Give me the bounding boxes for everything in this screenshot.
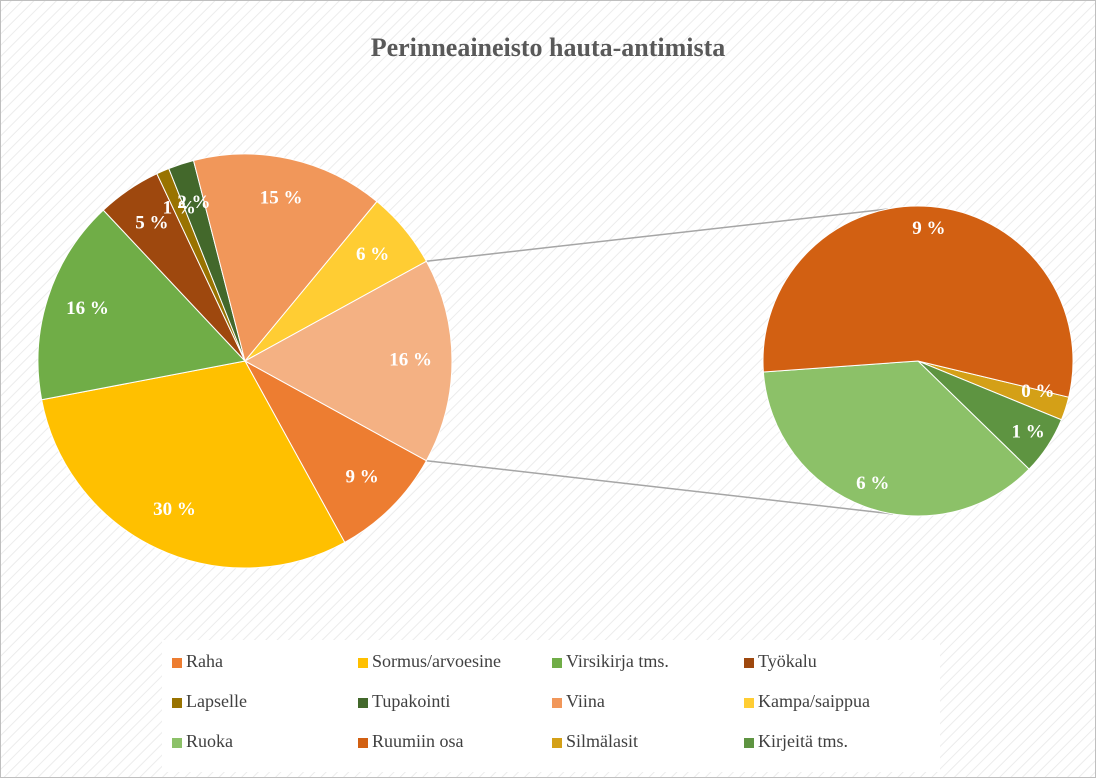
pie-slice [192, 153, 378, 363]
data-label: 1 % [1012, 422, 1045, 443]
legend-label: Työkalu [758, 651, 817, 671]
data-label: 9 % [345, 466, 378, 487]
legend-label: Silmälasit [566, 731, 638, 751]
data-label: 0 % [1021, 381, 1054, 402]
legend-swatch [358, 698, 368, 708]
legend-swatch [358, 658, 368, 668]
legend-label: Lapselle [186, 691, 247, 711]
data-label: 16 % [66, 298, 109, 319]
legend-label: Virsikirja tms. [566, 651, 669, 671]
chart-title: Perinneaineisto hauta-antimista [371, 33, 726, 62]
data-label: 6 % [356, 244, 389, 265]
legend-swatch [744, 698, 754, 708]
connector-line [426, 208, 889, 263]
data-label: 15 % [260, 188, 303, 209]
pie-slice [41, 360, 346, 569]
legend-label: Tupakointi [372, 691, 450, 711]
legend-label: Kirjeitä tms. [758, 731, 848, 751]
data-label: 1 % [163, 197, 196, 218]
legend-label: Kampa/saippua [758, 691, 870, 711]
legend-label: Raha [186, 651, 223, 671]
data-label: 6 % [856, 473, 889, 494]
data-label: 9 % [912, 218, 945, 239]
pie-slice [762, 360, 1030, 517]
legend-box [162, 640, 940, 772]
data-label: 5 % [135, 212, 168, 233]
data-label: 30 % [153, 499, 196, 520]
pie-slice [762, 205, 1074, 398]
legend-label: Viina [566, 691, 605, 711]
legend-swatch [358, 738, 368, 748]
legend-label: Ruoka [186, 731, 233, 751]
legend-swatch [744, 738, 754, 748]
legend-label: Sormus/arvoesine [372, 651, 501, 671]
legend-swatch [552, 658, 562, 668]
legend-swatch [552, 698, 562, 708]
legend-label: Ruumiin osa [372, 731, 464, 751]
legend-swatch [172, 698, 182, 708]
pie-slice [243, 260, 453, 462]
data-label: 2 % [177, 192, 210, 213]
pie-slice [37, 209, 246, 401]
legend-swatch [172, 658, 182, 668]
connector-line [426, 459, 894, 515]
legend-swatch [552, 738, 562, 748]
legend-swatch [744, 658, 754, 668]
data-label: 16 % [389, 349, 432, 370]
pie-slice [243, 359, 428, 544]
legend-swatch [172, 738, 182, 748]
